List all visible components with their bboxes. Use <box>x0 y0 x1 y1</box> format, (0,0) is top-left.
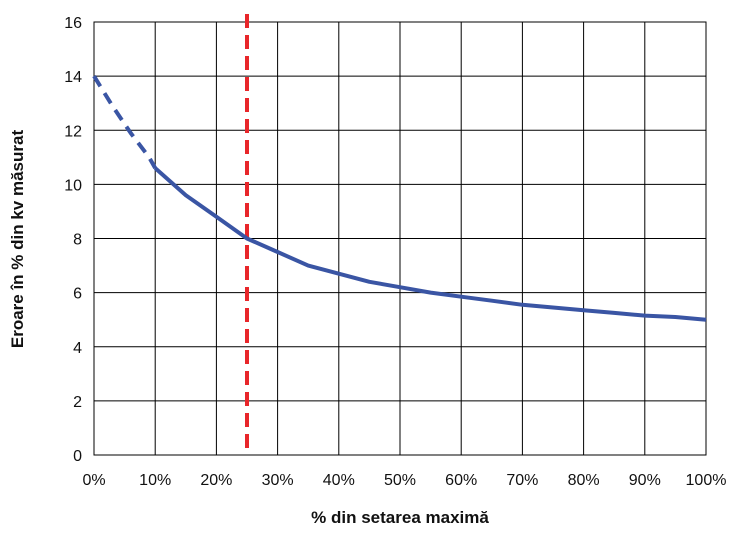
x-tick-label: 70% <box>506 472 538 489</box>
x-tick-label: 0% <box>82 472 105 489</box>
y-tick-label: 8 <box>73 232 82 249</box>
y-tick-label: 0 <box>73 448 82 465</box>
y-tick-label: 16 <box>64 15 82 32</box>
y-tick-label: 12 <box>64 123 82 140</box>
series-line <box>153 166 707 322</box>
x-tick-label: 80% <box>568 472 600 489</box>
x-tick-label: 40% <box>323 472 355 489</box>
x-tick-label: 90% <box>629 472 661 489</box>
x-tick-label: 30% <box>262 472 294 489</box>
y-tick-label: 10 <box>64 177 82 194</box>
y-tick-label: 14 <box>64 69 82 86</box>
x-axis-title: % din setarea maximă <box>311 508 489 527</box>
plot-frame <box>93 21 707 456</box>
y-tick-label: 6 <box>73 286 82 303</box>
y-tick-label: 2 <box>73 394 82 411</box>
x-tick-label: 50% <box>384 472 416 489</box>
grid <box>93 21 707 456</box>
x-tick-label: 60% <box>445 472 477 489</box>
y-tick-label: 4 <box>73 340 82 357</box>
series-group <box>92 75 707 322</box>
x-tick-labels: 0% 10% 20% 30% 40% 50% 60% 70% 80% 90% 100% <box>82 472 726 489</box>
x-tick-label: 100% <box>686 472 727 489</box>
x-tick-label: 20% <box>200 472 232 489</box>
series-line-dashed <box>92 75 157 170</box>
y-axis-title: Eroare în % din kv măsurat <box>8 130 27 349</box>
y-tick-labels: 0 2 4 6 8 10 12 14 16 <box>64 15 82 465</box>
x-tick-label: 10% <box>139 472 171 489</box>
